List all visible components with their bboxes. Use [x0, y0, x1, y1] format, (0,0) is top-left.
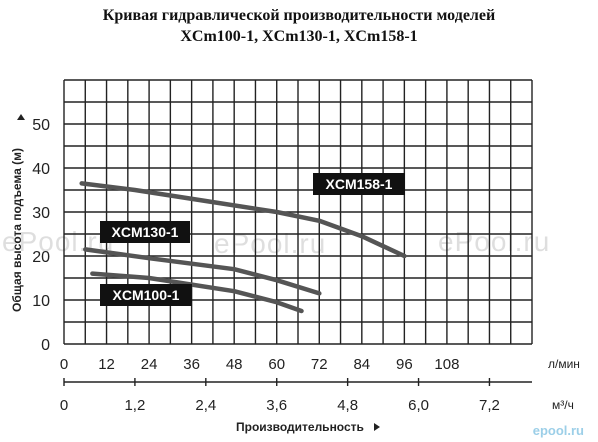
series-line	[83, 247, 322, 296]
x-tick-label-lpm: 108	[434, 356, 459, 373]
x-unit-m3h: м³/ч	[552, 398, 574, 412]
y-tick-label: 0	[41, 337, 50, 354]
x-tick-label-m3h: 0	[60, 397, 68, 414]
y-tick-label: 40	[32, 161, 50, 178]
y-tick-label: 50	[32, 117, 50, 134]
x-axis-arrow	[374, 423, 380, 431]
x-tick-label-lpm: 84	[353, 356, 370, 373]
x-tick-label-lpm: 36	[183, 356, 200, 373]
watermark-center: ePool.ru	[214, 228, 327, 259]
y-axis-title: Общая высота подъема (м)	[10, 148, 24, 312]
y-axis-arrow	[17, 114, 25, 120]
y-tick-label: 20	[32, 249, 50, 266]
x-tick-label-m3h: 4,8	[337, 397, 358, 414]
x-tick-label-lpm: 48	[226, 356, 243, 373]
series-label: XCM130-1	[112, 224, 179, 240]
site-logo: epool.ru	[532, 423, 584, 438]
chart-title-line2: XCm100-1, XCm130-1, XCm158-1	[180, 28, 418, 45]
series-line	[79, 181, 407, 259]
x-tick-label-m3h: 1,2	[124, 397, 145, 414]
x-tick-label-m3h: 2,4	[195, 397, 216, 414]
series-label: XCM100-1	[113, 287, 180, 303]
x-tick-label-m3h: 6,0	[408, 397, 429, 414]
watermark-right: ePool.ru	[438, 226, 551, 257]
series-line	[90, 271, 304, 314]
series-label: XCM158-1	[326, 176, 393, 192]
x-tick-label-lpm: 72	[311, 356, 328, 373]
series-label-box	[313, 173, 405, 195]
x-tick-label-lpm: 0	[60, 356, 68, 373]
x-unit-lpm: л/мин	[548, 357, 580, 371]
series-label-box	[100, 221, 190, 243]
x-tick-label-lpm: 12	[98, 356, 115, 373]
x-tick-label-m3h: 7,2	[479, 397, 500, 414]
x-tick-label-m3h: 3,6	[266, 397, 287, 414]
series-label-box	[100, 284, 192, 306]
chart-title-line1: Кривая гидравлической производительности…	[102, 7, 496, 24]
x-tick-label-lpm: 24	[141, 356, 158, 373]
y-tick-label: 10	[32, 293, 50, 310]
x-axis-title: Производительность	[236, 420, 364, 434]
x-tick-label-lpm: 96	[396, 356, 413, 373]
x-tick-label-lpm: 60	[268, 356, 285, 373]
y-tick-label: 30	[32, 205, 50, 222]
